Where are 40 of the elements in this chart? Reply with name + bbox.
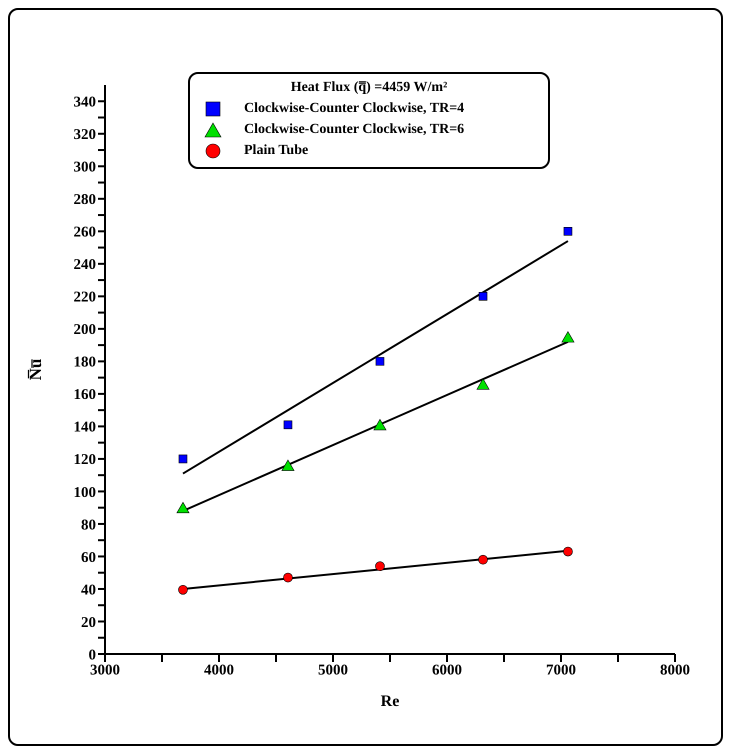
point (284, 420, 292, 430)
y-tick-label: 80 (81, 517, 96, 534)
x-tick-label: 8000 (660, 662, 690, 679)
legend-label: Plain Tube (244, 142, 308, 158)
x-tick-label: 7000 (546, 662, 576, 679)
point (376, 357, 384, 366)
legend-label: Clockwise-Counter Clockwise, TR=4 (244, 100, 464, 116)
y-tick-label: 180 (74, 354, 96, 371)
y-tick-label: 40 (81, 582, 96, 598)
point (478, 292, 488, 301)
x-tick-label: 5000 (318, 662, 348, 679)
y-tick-label: 300 (74, 160, 96, 176)
y-tick-label: 120 (74, 452, 96, 468)
y-tick-label: 220 (74, 290, 96, 306)
legend-title: Heat Flux (q̿) =4459 W/m² (290, 80, 448, 96)
y-tick-label: 20 (81, 614, 96, 631)
y-tick-label: 60 (81, 550, 96, 566)
legend-label: Clockwise-Counter Clockwise, TR=6 (244, 122, 464, 138)
y-tick-label: 140 (74, 420, 96, 436)
point (178, 584, 188, 595)
y-tick-label: 0 (88, 647, 96, 664)
y-tick-label: 240 (74, 257, 96, 274)
point (178, 454, 188, 464)
point (375, 561, 385, 572)
point (564, 227, 572, 236)
y-axis-title: N̅u̅ (26, 358, 46, 380)
x-tick-label: 6000 (432, 662, 462, 679)
point (283, 572, 293, 582)
point (563, 546, 573, 556)
x-tick-label: 4000 (204, 662, 234, 679)
y-tick-label: 100 (74, 484, 96, 501)
y-tick-label: 320 (74, 127, 96, 144)
y-tick-label: 200 (74, 322, 96, 338)
y-tick-label: 340 (74, 94, 96, 111)
y-tick-label: 260 (74, 224, 96, 241)
x-axis-title: Re (380, 693, 400, 710)
x-tick-label: 3000 (90, 662, 120, 679)
y-tick-label: 280 (74, 192, 96, 208)
point (478, 554, 488, 565)
y-tick-label: 160 (74, 387, 96, 404)
